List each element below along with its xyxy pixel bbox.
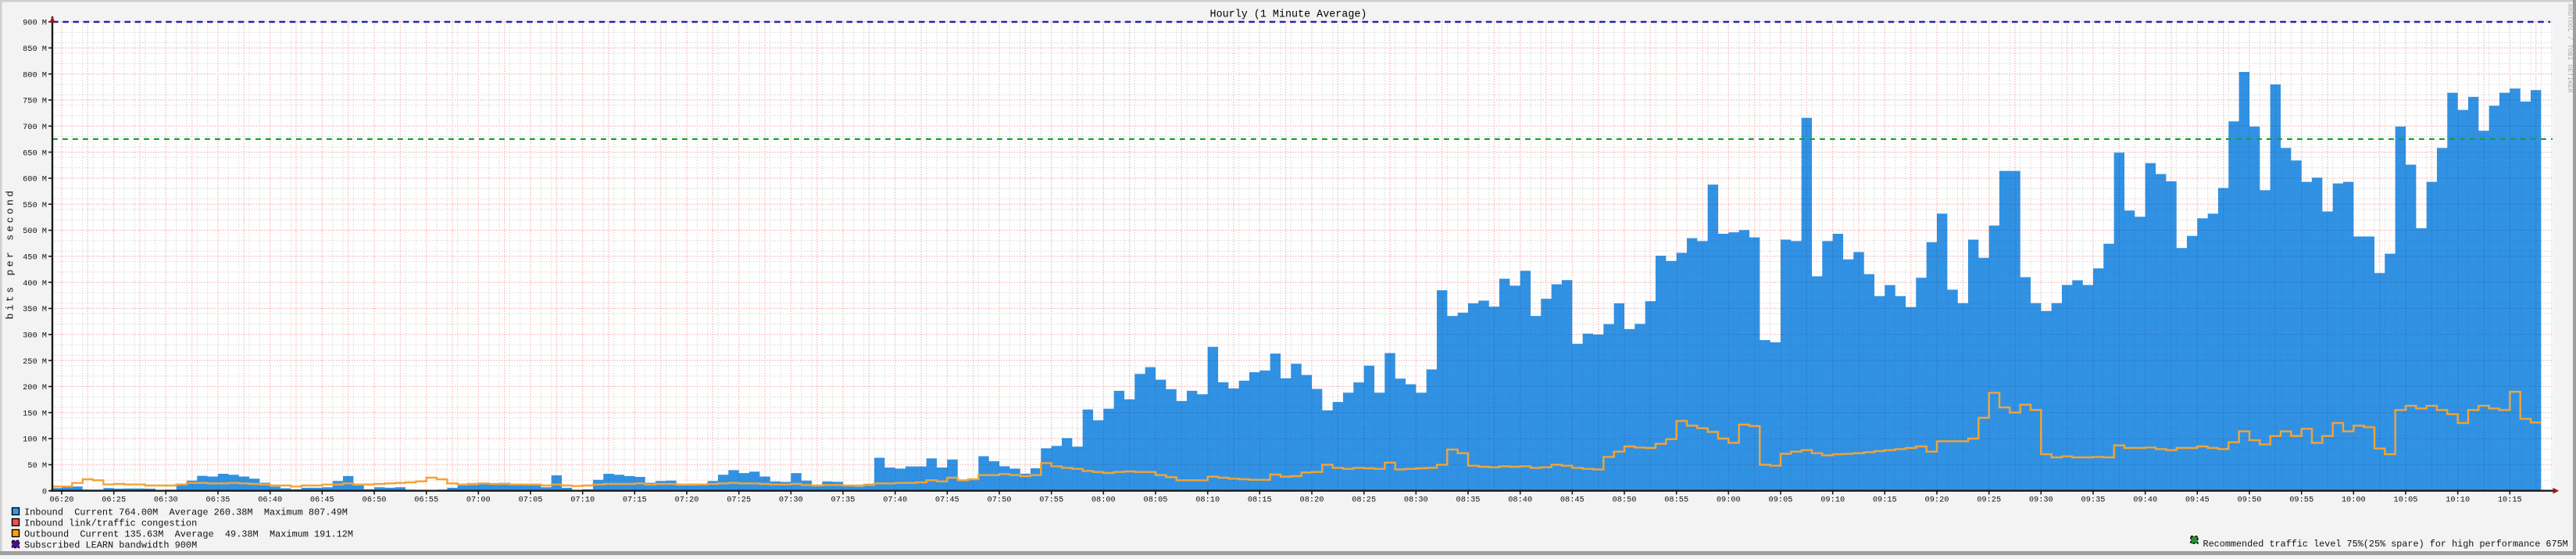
svg-text:08:25: 08:25 — [1352, 495, 1376, 504]
svg-text:07:20: 07:20 — [675, 495, 699, 504]
svg-text:08:05: 08:05 — [1144, 495, 1168, 504]
svg-text:50 M: 50 M — [27, 461, 47, 471]
svg-text:10:00: 10:00 — [2342, 495, 2366, 504]
svg-text:06:25: 06:25 — [102, 495, 126, 504]
svg-text:Inbound Current 764.00M Aver: Inbound Current 764.00M Average 260.38M … — [24, 507, 348, 518]
svg-text:08:20: 08:20 — [1300, 495, 1324, 504]
svg-text:07:35: 07:35 — [831, 495, 856, 504]
svg-text:800 M: 800 M — [23, 70, 47, 80]
svg-text:07:00: 07:00 — [466, 495, 491, 504]
svg-text:700 M: 700 M — [23, 123, 47, 132]
svg-text:Inbound link/traffic congestio: Inbound link/traffic congestion — [24, 518, 197, 529]
svg-text:Recommended traffic level 75%(: Recommended traffic level 75%(25% spare)… — [2203, 539, 2568, 550]
svg-text:Hourly (1 Minute Average): Hourly (1 Minute Average) — [1210, 9, 1367, 21]
svg-text:Subscribed LEARN bandwidth 900: Subscribed LEARN bandwidth 900M — [24, 540, 197, 551]
svg-text:09:45: 09:45 — [2185, 495, 2210, 504]
svg-text:600 M: 600 M — [23, 175, 47, 185]
svg-text:08:35: 08:35 — [1456, 495, 1481, 504]
svg-text:350 M: 350 M — [23, 305, 47, 314]
svg-text:400 M: 400 M — [23, 279, 47, 288]
svg-text:09:15: 09:15 — [1873, 495, 1897, 504]
svg-text:07:45: 07:45 — [935, 495, 959, 504]
svg-text:10:15: 10:15 — [2498, 495, 2522, 504]
svg-text:10:10: 10:10 — [2446, 495, 2470, 504]
svg-text:07:25: 07:25 — [727, 495, 751, 504]
svg-text:07:50: 07:50 — [988, 495, 1012, 504]
svg-text:08:10: 08:10 — [1195, 495, 1220, 504]
svg-text:08:00: 08:00 — [1091, 495, 1116, 504]
svg-text:07:10: 07:10 — [570, 495, 595, 504]
svg-text:750 M: 750 M — [23, 97, 47, 106]
svg-text:850 M: 850 M — [23, 45, 47, 54]
svg-text:900 M: 900 M — [23, 19, 47, 28]
svg-text:07:05: 07:05 — [519, 495, 543, 504]
svg-text:250 M: 250 M — [23, 357, 47, 367]
svg-text:07:40: 07:40 — [883, 495, 907, 504]
svg-text:09:30: 09:30 — [2029, 495, 2053, 504]
svg-text:06:20: 06:20 — [50, 495, 74, 504]
svg-text:09:35: 09:35 — [2081, 495, 2106, 504]
svg-text:09:25: 09:25 — [1977, 495, 2001, 504]
svg-text:450 M: 450 M — [23, 253, 47, 263]
svg-text:500 M: 500 M — [23, 227, 47, 236]
svg-text:06:50: 06:50 — [363, 495, 387, 504]
svg-text:08:45: 08:45 — [1560, 495, 1585, 504]
svg-text:06:40: 06:40 — [258, 495, 282, 504]
svg-text:650 M: 650 M — [23, 149, 47, 158]
svg-text:200 M: 200 M — [23, 383, 47, 392]
svg-text:06:45: 06:45 — [310, 495, 334, 504]
svg-text:06:35: 06:35 — [206, 495, 230, 504]
svg-text:09:40: 09:40 — [2133, 495, 2157, 504]
svg-text:08:40: 08:40 — [1508, 495, 1532, 504]
svg-text:550 M: 550 M — [23, 201, 47, 210]
svg-text:09:05: 09:05 — [1769, 495, 1793, 504]
svg-text:09:50: 09:50 — [2238, 495, 2262, 504]
svg-text:07:55: 07:55 — [1039, 495, 1063, 504]
svg-text:09:10: 09:10 — [1820, 495, 1845, 504]
svg-text:06:30: 06:30 — [154, 495, 178, 504]
svg-text:0: 0 — [42, 487, 47, 496]
svg-text:bits per second: bits per second — [5, 188, 16, 319]
svg-text:08:15: 08:15 — [1248, 495, 1272, 504]
svg-text:09:20: 09:20 — [1925, 495, 1949, 504]
svg-text:07:15: 07:15 — [623, 495, 647, 504]
svg-text:08:55: 08:55 — [1664, 495, 1688, 504]
svg-text:08:50: 08:50 — [1613, 495, 1637, 504]
svg-text:10:05: 10:05 — [2394, 495, 2418, 504]
svg-text:Outbound Current 135.63M Ave: Outbound Current 135.63M Average 49.38M … — [24, 529, 353, 540]
svg-text:06:55: 06:55 — [414, 495, 438, 504]
svg-text:150 M: 150 M — [23, 409, 47, 418]
svg-text:09:00: 09:00 — [1717, 495, 1741, 504]
svg-text:100 M: 100 M — [23, 435, 47, 445]
svg-text:RRDTOOL / TOBI OETIKER: RRDTOOL / TOBI OETIKER — [2566, 4, 2574, 92]
svg-text:08:30: 08:30 — [1404, 495, 1428, 504]
svg-text:09:55: 09:55 — [2289, 495, 2313, 504]
svg-text:300 M: 300 M — [23, 331, 47, 341]
svg-text:07:30: 07:30 — [779, 495, 803, 504]
